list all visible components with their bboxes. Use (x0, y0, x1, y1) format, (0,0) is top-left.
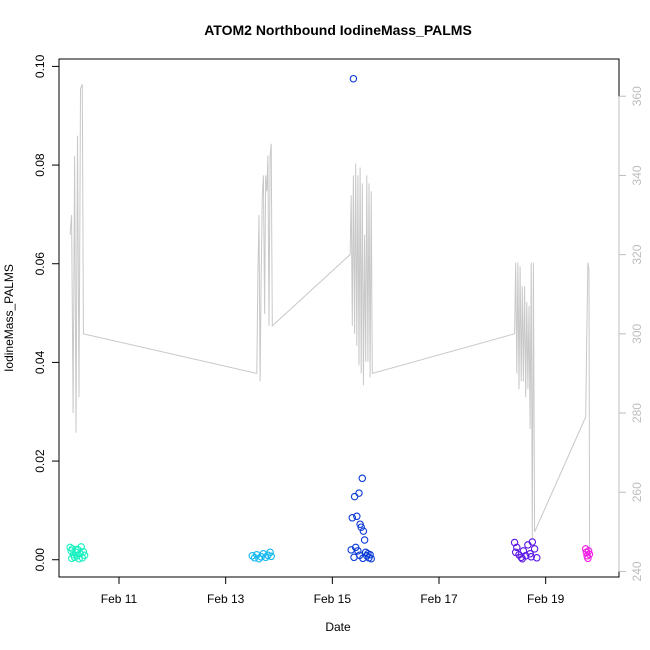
plot-frame (58, 58, 620, 578)
y-tick-label: 0.00 (33, 548, 47, 572)
data-point (261, 553, 270, 562)
data-point (355, 489, 363, 497)
x-tick-label: Feb 17 (420, 592, 458, 606)
data-point (517, 553, 525, 562)
data-point (359, 527, 368, 535)
data-point (528, 538, 537, 546)
y-tick-label: 0.02 (33, 449, 47, 473)
line-series-layer (69, 84, 591, 560)
data-point (77, 543, 85, 551)
data-point (527, 553, 535, 561)
x-tick-label: Feb 19 (527, 592, 565, 606)
data-point (80, 551, 89, 560)
data-point (357, 523, 365, 531)
scatter-points-layer (66, 74, 594, 563)
data-point (513, 543, 521, 552)
data-point (267, 552, 275, 561)
y-tick-label: 0.10 (33, 54, 47, 78)
data-point (79, 548, 88, 556)
data-point (367, 554, 375, 563)
x-axis-label: Date (325, 620, 351, 634)
data-point (255, 554, 263, 563)
data-point (75, 554, 83, 563)
data-point (533, 554, 541, 562)
data-point (350, 492, 359, 501)
chart-title: ATOM2 Northbound IodineMass_PALMS (204, 22, 472, 38)
data-point (68, 554, 76, 563)
x-tick-label: Feb 13 (207, 592, 245, 606)
y2-tick-label: 300 (630, 324, 644, 344)
y-tick-label: 0.08 (33, 153, 47, 177)
data-point (248, 552, 257, 560)
y-axis-label: IodineMass_PALMS (2, 264, 16, 372)
data-point (266, 548, 274, 557)
data-point (347, 546, 355, 554)
y2-tick-label: 320 (630, 244, 644, 264)
x-axis: Feb 11 Feb 13 Feb 15 Feb 17 Feb 19 (101, 576, 565, 606)
data-point (584, 554, 592, 563)
data-point (66, 543, 74, 552)
data-point (353, 512, 361, 521)
data-point (511, 548, 520, 557)
x-tick-label: Feb 11 (101, 592, 138, 606)
y2-tick-label: 280 (630, 403, 644, 423)
y2-tick-label: 260 (630, 482, 644, 502)
data-point (510, 538, 519, 547)
data-point (518, 554, 527, 563)
y-tick-label: 0.06 (33, 252, 47, 276)
data-point (359, 554, 367, 563)
data-point (585, 550, 594, 559)
data-point (360, 536, 369, 544)
data-point (366, 551, 374, 559)
data-point (348, 514, 357, 522)
data-point (349, 74, 358, 83)
y2-axis: 240 260 280 300 320 340 360 (618, 86, 644, 581)
y-axis: 0.00 0.02 0.04 0.06 0.08 0.10 (33, 54, 60, 572)
data-point (530, 545, 539, 553)
y2-tick-label: 340 (630, 165, 644, 185)
x-tick-label: Feb 15 (314, 592, 352, 606)
data-point (584, 547, 593, 555)
data-point (358, 474, 367, 483)
right-axis-line-series (69, 84, 591, 560)
y-tick-label: 0.04 (33, 350, 47, 374)
y2-tick-label: 240 (630, 561, 644, 581)
data-point (73, 545, 82, 554)
y2-tick-label: 360 (630, 86, 644, 106)
